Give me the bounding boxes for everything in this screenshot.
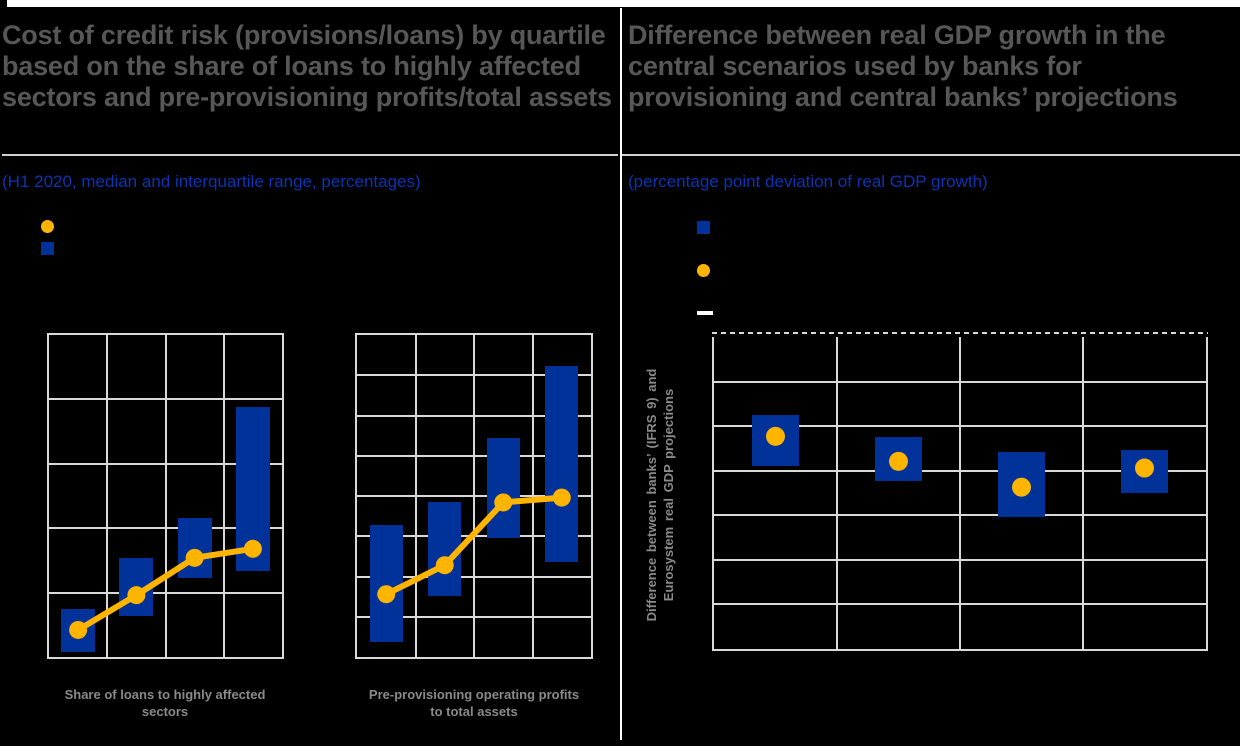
grid-line-horizontal — [49, 462, 282, 465]
median-dot — [69, 620, 88, 639]
median-dot — [766, 426, 785, 446]
median-dot — [1135, 458, 1154, 478]
median-dot — [552, 488, 571, 507]
grid-line-vertical — [836, 337, 838, 649]
panel-divider — [620, 8, 622, 740]
median-dot — [494, 493, 513, 512]
iqr-bar — [545, 365, 579, 562]
interquartile-range-legend-icon — [41, 242, 54, 255]
grid-line-horizontal — [357, 495, 591, 497]
grid-line-horizontal — [357, 374, 591, 377]
right-chart-y-axis-label: Difference between banks’ (IFRS 9) and E… — [644, 368, 676, 622]
iqr-bar — [486, 438, 520, 538]
grid-line-horizontal — [357, 575, 591, 578]
left-panel-subtitle: (H1 2020, median and interquartile range… — [2, 172, 421, 191]
zero-line-legend-icon — [697, 311, 713, 315]
grid-line-horizontal — [357, 454, 591, 457]
median-overlay — [766, 426, 1154, 497]
grid-line-horizontal — [357, 615, 591, 618]
left-title-separator — [2, 154, 618, 156]
median-dot — [243, 539, 262, 558]
x-axis-caption-share-of-loans: Share of loans to highly affected sector… — [64, 687, 266, 719]
iqr-bar — [369, 524, 403, 643]
grid-line-vertical — [222, 335, 225, 657]
median-dot — [377, 585, 396, 604]
x-axis-caption-preprovisioning-profits: Pre-provisioning operating profits to to… — [368, 687, 580, 719]
median-dot — [1012, 477, 1031, 497]
grid-line-vertical — [959, 337, 961, 649]
grid-line-horizontal — [357, 414, 591, 417]
median-overlay — [377, 488, 571, 604]
median-overlay — [69, 539, 262, 639]
median-dot — [185, 548, 204, 567]
grid-line-horizontal — [714, 425, 1206, 428]
grid-line-vertical — [106, 335, 109, 657]
median-dot — [127, 586, 146, 605]
grid-line-horizontal — [49, 398, 282, 401]
chart-gdp-growth-deviation — [712, 337, 1208, 651]
dashed-top-gridline — [712, 332, 1208, 334]
median-line — [383, 494, 565, 598]
chart-preprovisioning-profits — [355, 333, 593, 659]
right-panel-title: Difference between real GDP growth in th… — [628, 20, 1178, 112]
grid-line-horizontal — [714, 514, 1206, 517]
median-line — [75, 545, 256, 633]
grid-line-horizontal — [714, 603, 1206, 606]
grid-line-horizontal — [714, 558, 1206, 561]
left-panel-title: Cost of credit risk (provisions/loans) b… — [2, 20, 612, 112]
interquartile-range-legend-icon — [697, 221, 710, 234]
median-legend-icon — [697, 264, 710, 277]
chart-share-of-loans — [47, 333, 284, 659]
grid-line-horizontal — [49, 527, 282, 530]
grid-line-vertical — [1082, 337, 1084, 649]
grid-line-horizontal — [49, 591, 282, 594]
grid-line-horizontal — [714, 380, 1206, 383]
right-title-separator — [622, 154, 1240, 156]
grid-line-horizontal — [714, 469, 1206, 472]
median-legend-icon — [41, 220, 54, 233]
top-accent-bar — [7, 0, 1240, 7]
median-dot — [435, 556, 454, 575]
grid-line-vertical — [164, 335, 167, 657]
median-dot — [889, 451, 908, 471]
right-panel-subtitle: (percentage point deviation of real GDP … — [628, 172, 988, 191]
